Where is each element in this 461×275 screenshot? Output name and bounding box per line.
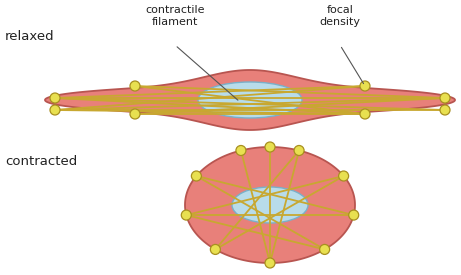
Circle shape: [265, 142, 275, 152]
Circle shape: [50, 93, 60, 103]
Text: contractile
filament: contractile filament: [145, 5, 205, 27]
Circle shape: [50, 105, 60, 115]
Circle shape: [181, 210, 191, 220]
Circle shape: [339, 171, 349, 181]
Circle shape: [360, 81, 370, 91]
Circle shape: [191, 171, 201, 181]
Circle shape: [319, 244, 330, 254]
Circle shape: [130, 109, 140, 119]
Ellipse shape: [232, 187, 308, 223]
Circle shape: [360, 109, 370, 119]
Circle shape: [210, 244, 220, 254]
Circle shape: [265, 258, 275, 268]
Circle shape: [440, 105, 450, 115]
Circle shape: [130, 81, 140, 91]
Polygon shape: [45, 70, 455, 130]
Circle shape: [349, 210, 359, 220]
Circle shape: [294, 145, 304, 155]
Text: relaxed: relaxed: [5, 30, 54, 43]
Text: contracted: contracted: [5, 155, 77, 168]
Ellipse shape: [198, 82, 302, 118]
Polygon shape: [185, 147, 355, 263]
Text: focal
density: focal density: [319, 5, 361, 27]
Circle shape: [440, 93, 450, 103]
Circle shape: [236, 145, 246, 155]
